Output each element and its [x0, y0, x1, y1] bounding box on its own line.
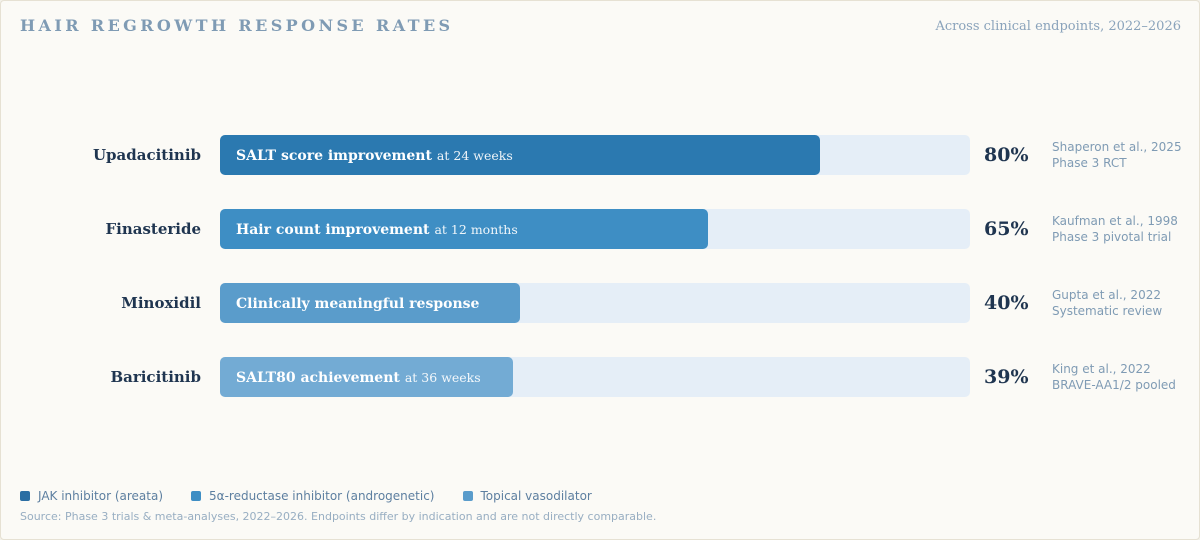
chart-title: HAIR REGROWTH RESPONSE RATES	[20, 16, 454, 35]
citation-design: Systematic review	[1052, 304, 1163, 318]
source-note: Source: Phase 3 trials & meta-analyses, …	[20, 510, 657, 523]
bar-row-baricitinib: Baricitinib SALT80 achievement at 36 weeks…	[1, 357, 1199, 397]
citation-author: Gupta et al., 2022	[1052, 288, 1161, 302]
bar	[220, 209, 708, 249]
legend-item: JAK inhibitor (areata)	[20, 489, 163, 503]
legend-label: 5α-reductase inhibitor (androgenetic)	[209, 489, 435, 503]
legend: JAK inhibitor (areata) 5α-reductase inhib…	[20, 489, 620, 505]
category-label: Baricitinib	[110, 368, 201, 386]
value-label: 40%	[984, 292, 1029, 314]
citation-author: Kaufman et al., 1998	[1052, 214, 1178, 228]
endpoint-label: Hair count improvement	[236, 222, 430, 238]
timepoint-label: at 24 weeks	[436, 148, 513, 163]
category-label: Finasteride	[105, 220, 201, 238]
citation: Kaufman et al., 1998 Phase 3 pivotal tria…	[1052, 213, 1178, 245]
endpoint-label: SALT80 achievement	[236, 370, 400, 386]
bar-annotation: Clinically meaningful response	[236, 283, 479, 323]
citation: Shaperon et al., 2025 Phase 3 RCT	[1052, 139, 1182, 171]
endpoint-label: SALT score improvement	[236, 148, 432, 164]
bar	[220, 357, 513, 397]
legend-swatch	[191, 491, 202, 501]
legend-label: Topical vasodilator	[480, 489, 592, 503]
bar-annotation: SALT80 achievement at 36 weeks	[236, 357, 481, 397]
citation: Gupta et al., 2022 Systematic review	[1052, 287, 1162, 319]
bar-row-minoxidil: Minoxidil Clinically meaningful response 4…	[1, 283, 1199, 323]
category-label: Minoxidil	[121, 294, 201, 312]
bar-row-finasteride: Finasteride Hair count improvement at 12 m…	[1, 209, 1199, 249]
bar	[220, 283, 520, 323]
citation-design: Phase 3 RCT	[1052, 156, 1127, 170]
citation-design: Phase 3 pivotal trial	[1052, 230, 1172, 244]
timepoint-label: at 36 weeks	[404, 370, 481, 385]
bar-row-upadacitinib: Upadacitinib SALT score improvement at 24 …	[1, 135, 1199, 175]
bar-annotation: SALT score improvement at 24 weeks	[236, 135, 513, 175]
value-label: 39%	[984, 366, 1029, 388]
legend-item: 5α-reductase inhibitor (androgenetic)	[191, 489, 435, 503]
value-label: 65%	[984, 218, 1029, 240]
citation-design: BRAVE-AA1/2 pooled	[1052, 378, 1176, 392]
endpoint-label: Clinically meaningful response	[236, 296, 480, 312]
legend-label: JAK inhibitor (areata)	[38, 489, 164, 503]
citation-author: King et al., 2022	[1052, 362, 1151, 376]
bar-annotation: Hair count improvement at 12 months	[236, 209, 518, 249]
citation-author: Shaperon et al., 2025	[1052, 140, 1182, 154]
legend-swatch	[20, 491, 30, 501]
timepoint-label: at 12 months	[434, 222, 518, 237]
value-label: 80%	[984, 144, 1029, 166]
legend-swatch	[462, 491, 473, 501]
chart-subtitle: Across clinical endpoints, 2022–2026	[935, 19, 1181, 34]
category-label: Upadacitinib	[92, 146, 201, 164]
legend-item: Topical vasodilator	[462, 489, 592, 503]
citation: King et al., 2022 BRAVE-AA1/2 pooled	[1052, 361, 1176, 393]
bar	[220, 135, 820, 175]
